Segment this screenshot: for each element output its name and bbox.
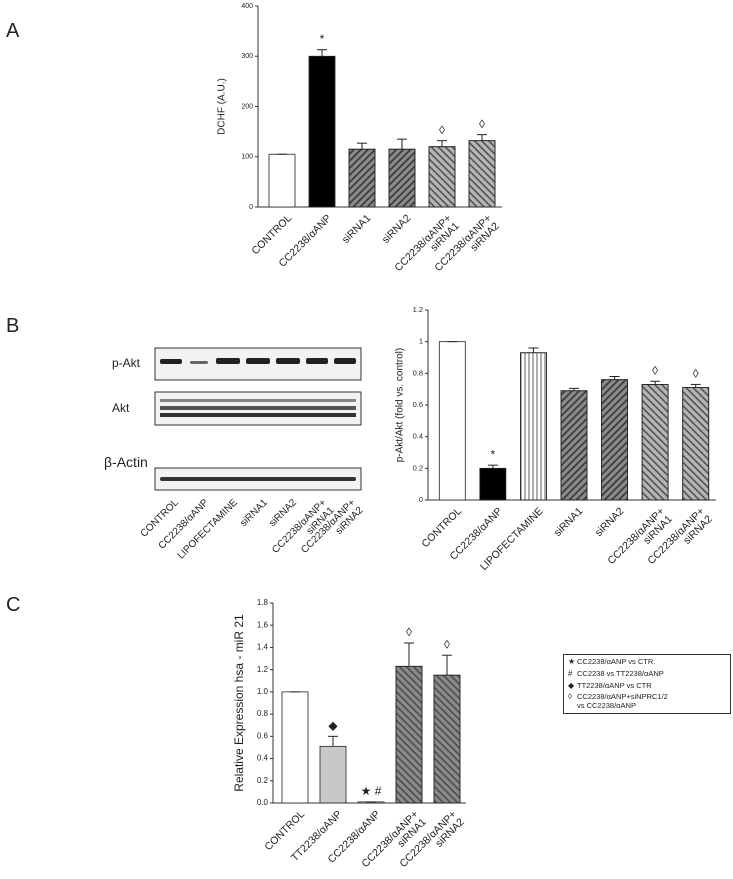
bar (479, 467, 507, 501)
significance-marker: * (491, 447, 496, 461)
bar-hatch (428, 146, 456, 208)
panel-letter: C (6, 594, 21, 616)
blot-row-label: Akt (112, 401, 130, 415)
legend-text: CC2238 vs TT2238/αANP (577, 668, 664, 678)
y-tick-label: 1.2 (413, 305, 423, 314)
bar-hatch (388, 148, 416, 208)
y-axis-label: Relative Expression hsa - miR 21 (232, 614, 246, 792)
bar (438, 341, 466, 501)
significance-marker: ◆ (328, 719, 338, 733)
bar-hatch (560, 390, 588, 501)
y-tick-label: 0.6 (413, 400, 423, 409)
y-tick-label: 0.6 (257, 731, 269, 740)
bar-hatch (395, 665, 423, 804)
blot-bands (160, 358, 356, 481)
y-tick-label: 100 (241, 154, 253, 161)
y-tick-label: 300 (241, 53, 253, 60)
y-tick-label: 0.8 (413, 368, 423, 377)
blot (154, 347, 362, 491)
legend-symbol: ★ (568, 657, 576, 666)
panel-letter: B (6, 315, 20, 337)
y-tick-label: 0.0 (257, 798, 269, 807)
y-tick-label: 1 (419, 337, 423, 346)
legend-entry: ★ CC2238/αANP vs CTR. (568, 657, 730, 667)
y-tick-label: 0.4 (413, 432, 423, 441)
significance-marker: ◊ (479, 117, 485, 131)
legend-text: CC2238/αANP vs CTR. (577, 657, 656, 666)
panel-letter: A (6, 20, 20, 42)
bar (319, 745, 347, 804)
bar-hatch (348, 148, 376, 208)
y-tick-label: 0.2 (257, 776, 269, 785)
y-tick-label: 0.8 (257, 709, 269, 718)
bar-hatch (601, 379, 628, 501)
y-axis-label: DCHF (A.U.) (217, 78, 228, 135)
legend: ★ CC2238/αANP vs CTR. # CC2238 vs TT2238/αA… (563, 654, 731, 714)
y-tick-label: 0.4 (257, 754, 269, 763)
y-tick-label: 0 (419, 495, 423, 504)
legend-entry: ◊ CC2238/αANP+siNPRC1/2 vs CC2238/αANP (568, 693, 730, 710)
significance-marker: ★ # (361, 784, 382, 798)
bar-hatch (641, 384, 669, 501)
y-tick-label: 1.2 (257, 665, 269, 674)
y-tick-label: 400 (241, 3, 253, 10)
bar (268, 153, 296, 208)
y-tick-label: 1.8 (257, 598, 269, 607)
significance-marker: ◊ (444, 637, 450, 651)
y-axis-label: p-Akt/Akt (fold vs. control) (395, 348, 406, 462)
bar (308, 55, 336, 208)
significance-marker: ◊ (652, 363, 658, 377)
bar-hatch (682, 387, 710, 501)
y-tick-label: 0 (249, 204, 253, 211)
legend-symbol: ◆ (568, 680, 575, 690)
significance-marker: ◊ (693, 367, 699, 381)
bar-hatch (468, 140, 496, 208)
blot-row-label: p-Akt (112, 356, 141, 370)
y-tick-label: 1.0 (257, 687, 269, 696)
legend-text: TT2238/αANP vs CTR (577, 680, 652, 690)
y-tick-label: 1.4 (257, 643, 269, 652)
bar-hatch (433, 674, 461, 804)
legend-entry: # CC2238 vs TT2238/αANP (568, 668, 730, 679)
y-tick-label: 1.6 (257, 620, 269, 629)
legend-entry: ◆ TT2238/αANP vs CTR (568, 680, 730, 691)
y-tick-label: 200 (241, 103, 253, 110)
bar-hatch (520, 352, 547, 501)
bar (281, 691, 309, 804)
significance-marker: * (320, 32, 325, 46)
blot-row-label: β-Actin (104, 454, 148, 470)
y-tick-label: 0.2 (413, 463, 423, 472)
legend-symbol: # (568, 668, 573, 678)
significance-marker: ◊ (406, 625, 412, 639)
significance-marker: ◊ (439, 123, 445, 137)
legend-text: CC2238/αANP+siNPRC1/2 vs CC2238/αANP (577, 692, 668, 710)
legend-symbol: ◊ (568, 692, 572, 702)
